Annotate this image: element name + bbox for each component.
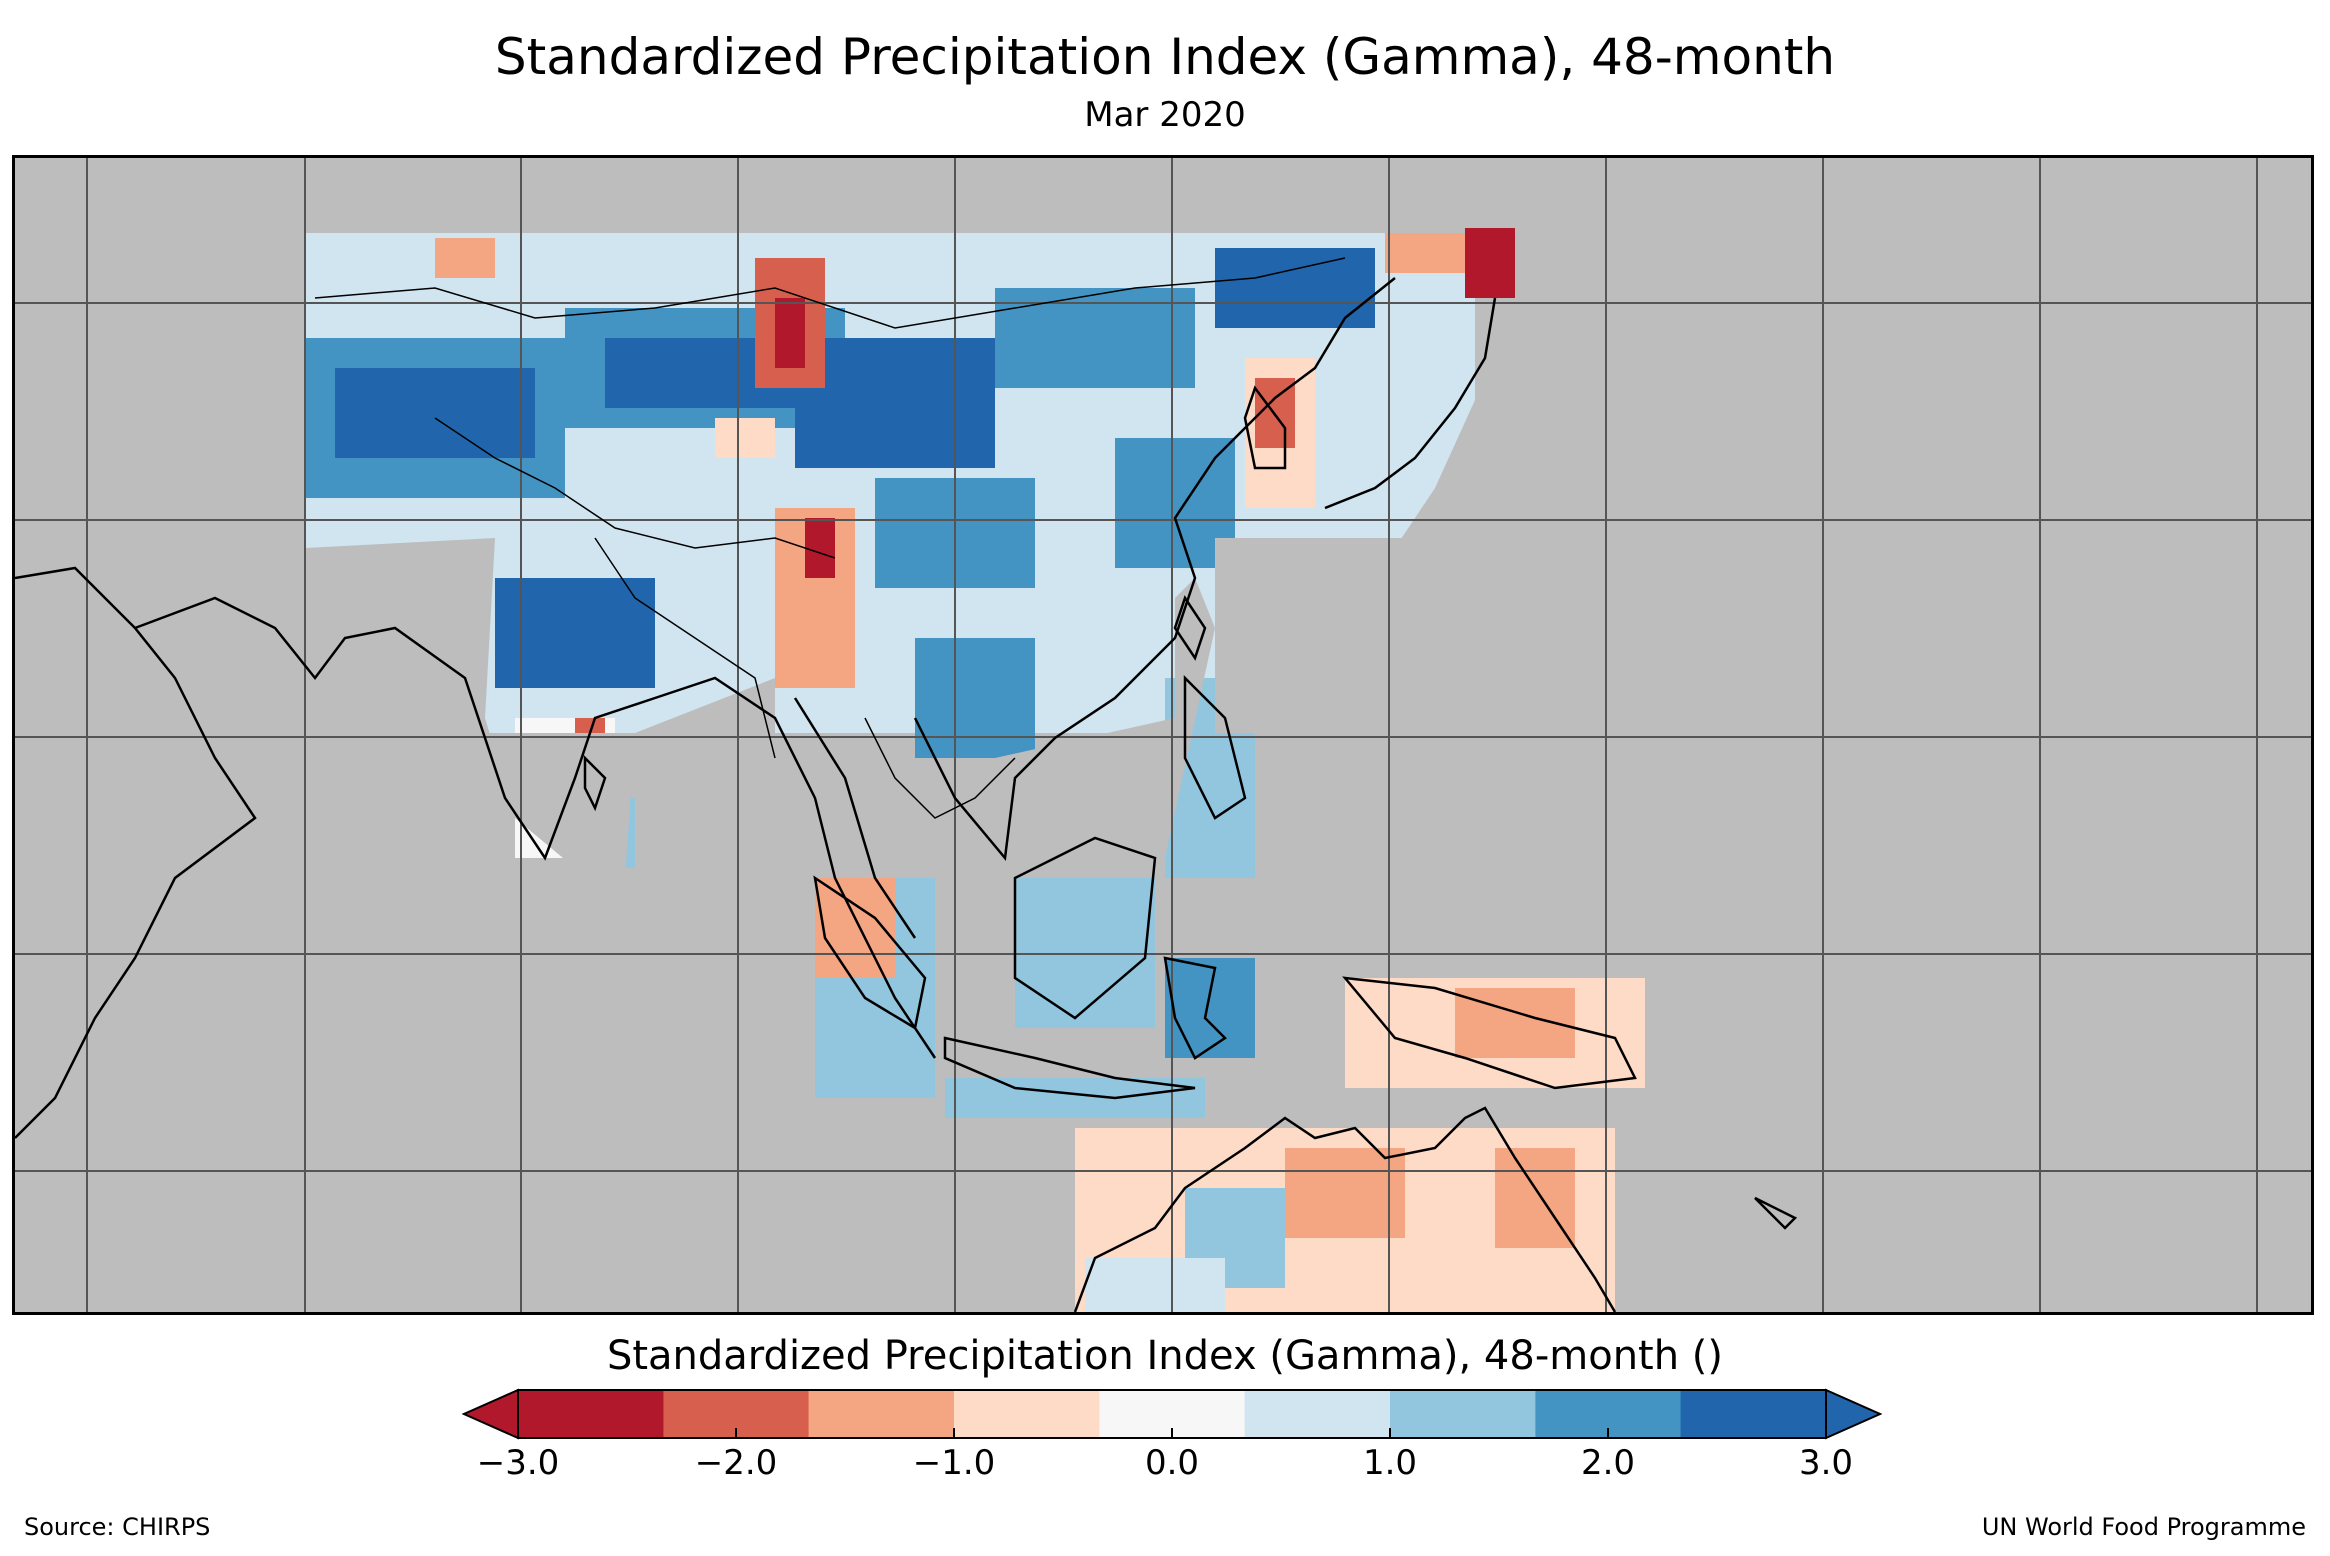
colorbar-tick-label: 2.0 [1580,1443,1636,1483]
colorbar-title: Standardized Precipitation Index (Gamma)… [606,1333,1724,1379]
colorbar-bin-5 [1244,1390,1391,1438]
colorbar-tick-label: 0.0 [1144,1443,1200,1483]
graticule [15,158,2311,1312]
country-borders [314,257,1346,819]
colorbar-extend-high [1825,1388,1882,1440]
source-credit: Source: CHIRPS [24,1513,211,1541]
map-title: Standardized Precipitation Index (Gamma)… [494,28,1836,86]
map-canvas [15,158,2311,1312]
colorbar-extend-low [462,1388,519,1440]
coastlines [15,277,1798,1312]
spi-raster [305,228,1645,1312]
colorbar [462,1388,1882,1440]
producer-credit: UN World Food Programme [1981,1513,2306,1541]
map-subtitle-date: Mar 2020 [1084,95,1246,135]
colorbar-bin-3 [954,1390,1100,1438]
colorbar-bin-8 [1680,1390,1827,1438]
colorbar-tick-label: 1.0 [1362,1443,1418,1483]
colorbar-bin-2 [808,1390,955,1438]
colorbar-tick-label: −1.0 [912,1443,996,1483]
colorbar-tick-label: −3.0 [476,1443,560,1483]
colorbar-tick-label: 3.0 [1798,1443,1854,1483]
colorbar-tick-label: −2.0 [694,1443,778,1483]
colorbar-bin-6 [1390,1390,1536,1438]
colorbar-bin-0 [518,1390,664,1438]
map-panel [12,155,2314,1315]
